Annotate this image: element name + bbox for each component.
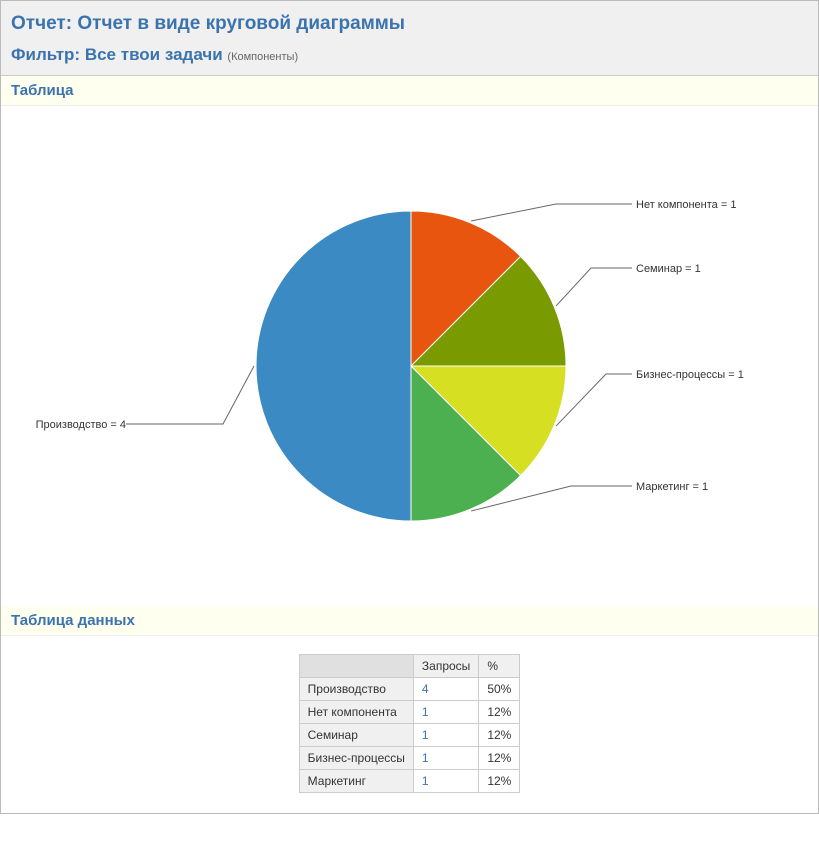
pie-leader bbox=[556, 374, 632, 426]
report-header: Отчет: Отчет в виде круговой диаграммы Ф… bbox=[1, 1, 818, 76]
row-name: Бизнес-процессы bbox=[299, 747, 413, 770]
table-row: Производство 4 50% bbox=[299, 678, 520, 701]
filter-sub: (Компоненты) bbox=[227, 51, 298, 63]
table-col-0 bbox=[299, 655, 413, 678]
report-title: Отчет: Отчет в виде круговой диаграммы bbox=[11, 13, 808, 35]
row-count: 1 bbox=[413, 747, 478, 770]
row-name: Нет компонента bbox=[299, 701, 413, 724]
row-name: Маркетинг bbox=[299, 770, 413, 793]
data-table: Запросы % Производство450%Нет компонента… bbox=[299, 654, 521, 793]
row-pct: 12% bbox=[479, 747, 520, 770]
pie-leader bbox=[126, 366, 254, 424]
report-container: Отчет: Отчет в виде круговой диаграммы Ф… bbox=[0, 0, 819, 814]
filter-name: Все твои задачи bbox=[85, 45, 223, 64]
table-row: Семинар 1 12% bbox=[299, 724, 520, 747]
row-count: 1 bbox=[413, 724, 478, 747]
pie-leader bbox=[556, 268, 632, 306]
table-row: Маркетинг 1 12% bbox=[299, 770, 520, 793]
pie-chart: Нет компонента = 1 Семинар = 1 Бизнес-проц… bbox=[1, 106, 818, 606]
filter-title: Фильтр: Все твои задачи (Компоненты) bbox=[11, 45, 808, 65]
section-data-title: Таблица данных bbox=[1, 606, 818, 636]
table-row: Бизнес-процессы 1 12% bbox=[299, 747, 520, 770]
row-count-link[interactable]: 1 bbox=[422, 728, 429, 742]
pie-label: Маркетинг = 1 bbox=[636, 481, 708, 493]
row-count-link[interactable]: 1 bbox=[422, 705, 429, 719]
row-count: 1 bbox=[413, 701, 478, 724]
row-pct: 12% bbox=[479, 770, 520, 793]
table-col-1: Запросы bbox=[413, 655, 478, 678]
pie-leader bbox=[471, 204, 632, 221]
table-col-2: % bbox=[479, 655, 520, 678]
report-name: Отчет в виде круговой диаграммы bbox=[77, 13, 405, 34]
row-name: Производство bbox=[299, 678, 413, 701]
filter-label: Фильтр: bbox=[11, 45, 80, 64]
row-count-link[interactable]: 1 bbox=[422, 774, 429, 788]
row-count-link[interactable]: 1 bbox=[422, 751, 429, 765]
report-label: Отчет: bbox=[11, 13, 72, 34]
row-pct: 12% bbox=[479, 701, 520, 724]
table-row: Нет компонента 1 12% bbox=[299, 701, 520, 724]
row-name: Семинар bbox=[299, 724, 413, 747]
pie-label: Бизнес-процессы = 1 bbox=[636, 369, 744, 381]
row-pct: 12% bbox=[479, 724, 520, 747]
row-count-link[interactable]: 4 bbox=[422, 682, 429, 696]
pie-slice bbox=[256, 211, 411, 521]
row-count: 1 bbox=[413, 770, 478, 793]
pie-chart-svg: Нет компонента = 1 Семинар = 1 Бизнес-проц… bbox=[1, 106, 819, 606]
section-chart-title: Таблица bbox=[1, 76, 818, 106]
pie-label: Семинар = 1 bbox=[636, 263, 701, 275]
row-pct: 50% bbox=[479, 678, 520, 701]
row-count: 4 bbox=[413, 678, 478, 701]
table-header-row: Запросы % bbox=[299, 655, 520, 678]
pie-label: Производство = 4 bbox=[36, 419, 126, 431]
pie-label: Нет компонента = 1 bbox=[636, 199, 736, 211]
